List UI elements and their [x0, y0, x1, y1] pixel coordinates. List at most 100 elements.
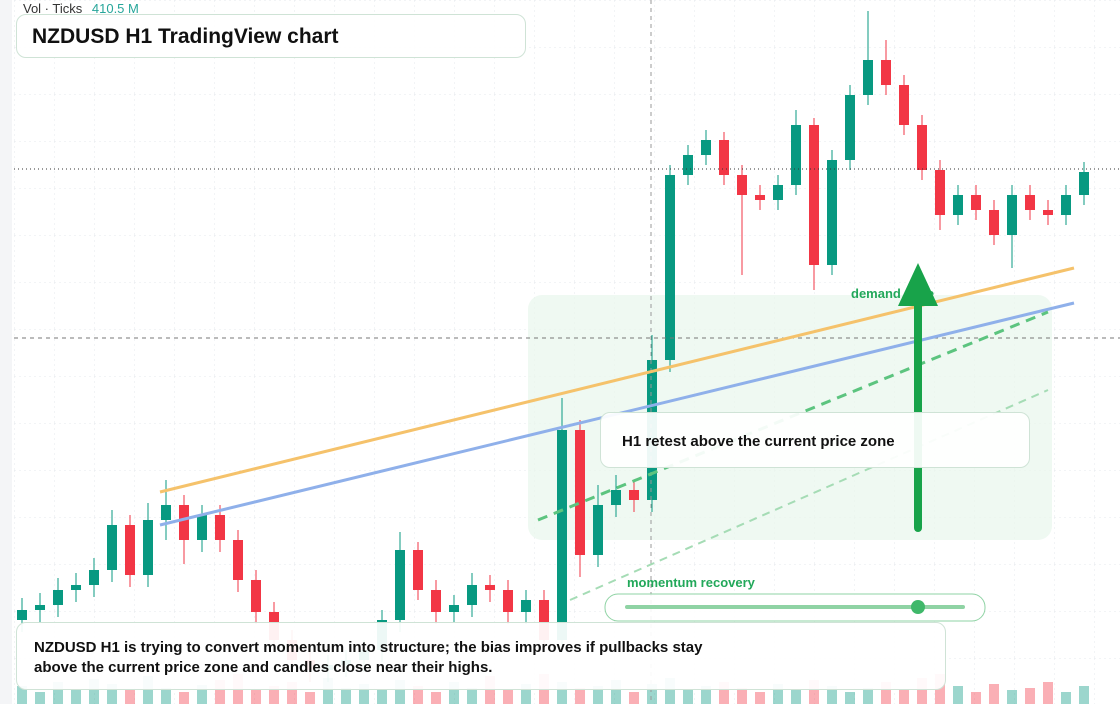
volume-bar [395, 680, 405, 704]
volume-bar [827, 686, 837, 704]
volume-bar [863, 688, 873, 704]
volume-bar [1061, 692, 1071, 704]
candle-body [1007, 195, 1017, 235]
candle-body [827, 160, 837, 265]
volume-bar [737, 688, 747, 704]
volume-bar [161, 688, 171, 704]
candle-body [143, 520, 153, 575]
candle-body [791, 125, 801, 185]
candle-body [521, 600, 531, 612]
candle-body [737, 175, 747, 195]
candle-body [197, 515, 207, 540]
candle-body [773, 185, 783, 200]
volume-bar [323, 678, 333, 704]
candle-body [179, 505, 189, 540]
candle-body [629, 490, 639, 500]
slider-knob[interactable] [911, 600, 925, 614]
volume-bar [755, 692, 765, 704]
volume-bar [485, 676, 495, 704]
volume-bar [773, 684, 783, 704]
volume-bar [593, 686, 603, 704]
volume-bar [449, 682, 459, 704]
volume-bar [953, 686, 963, 704]
volume-bar [1079, 686, 1089, 704]
candle-body [719, 140, 729, 175]
volume-bar [881, 682, 891, 704]
candle-body [701, 140, 711, 155]
volume-bar [1043, 682, 1053, 704]
candle-body [485, 585, 495, 590]
candle-body [935, 170, 945, 215]
legend-label: Vol · Ticks [23, 1, 83, 16]
volume-bar [179, 692, 189, 704]
candle-body [1025, 195, 1035, 210]
candle-body [35, 605, 45, 610]
legend: Vol · Ticks 410.5 M [23, 1, 139, 16]
volume-bar [971, 692, 981, 704]
candle-body [1043, 210, 1053, 215]
candle-body [557, 430, 567, 640]
volume-bar [269, 686, 279, 704]
volume-bar [305, 692, 315, 704]
slider-label: momentum recovery [627, 575, 756, 590]
volume-bar [557, 682, 567, 704]
candle-body [503, 590, 513, 612]
candle-body [1061, 195, 1071, 215]
callout-box: H1 retest above the current price zone [600, 412, 1030, 468]
volume-bar [611, 680, 621, 704]
volume-bar [143, 676, 153, 704]
candle-body [863, 60, 873, 95]
candle-body [1079, 172, 1089, 195]
volume-bar [35, 692, 45, 704]
volume-bar [467, 688, 477, 704]
volume-bar [1025, 688, 1035, 704]
volume-bar [575, 688, 585, 704]
candle-body [413, 550, 423, 590]
candle-body [449, 605, 459, 612]
volume-bar [719, 682, 729, 704]
volume-bar [107, 684, 117, 704]
candle-body [233, 540, 243, 580]
volume-bar [503, 690, 513, 704]
candle-body [899, 85, 909, 125]
candle-body [161, 505, 171, 520]
volume-bar [17, 686, 27, 704]
volume-bar [359, 684, 369, 704]
volume-bar [1007, 690, 1017, 704]
candle-body [53, 590, 63, 605]
candle-body [89, 570, 99, 585]
summary-box: NZDUSD H1 is trying to convert momentum … [16, 622, 946, 690]
volume-bar [431, 692, 441, 704]
legend-value: 410.5 M [91, 1, 139, 16]
volume-bar [251, 690, 261, 704]
volume-bar [701, 686, 711, 704]
volume-bar [989, 684, 999, 704]
arrow-head [898, 263, 938, 306]
volume-bar [683, 690, 693, 704]
volume-bar [791, 690, 801, 704]
candle-body [593, 505, 603, 555]
candle-body [467, 585, 477, 605]
callout: H1 retest above the current price zone [622, 433, 895, 450]
volume-bar [71, 689, 81, 704]
candle-body [881, 60, 891, 85]
candle-body [917, 125, 927, 170]
volume-bar [215, 680, 225, 704]
volume-bar [521, 684, 531, 704]
volume-bar [899, 690, 909, 704]
summary: NZDUSD H1 is trying to convert momentum … [34, 639, 703, 676]
volume-bar [809, 680, 819, 704]
candle-body [845, 95, 855, 160]
candle-body [971, 195, 981, 210]
volume-bar [125, 690, 135, 704]
candle-body [611, 490, 621, 505]
title: NZDUSD H1 TradingView chart [32, 25, 339, 48]
volume-bar [53, 682, 63, 704]
volume-bar [89, 679, 99, 704]
candle-body [989, 210, 999, 235]
volume-bar [377, 690, 387, 704]
volume-bar [287, 682, 297, 704]
title-box: NZDUSD H1 TradingView chart [16, 14, 526, 58]
